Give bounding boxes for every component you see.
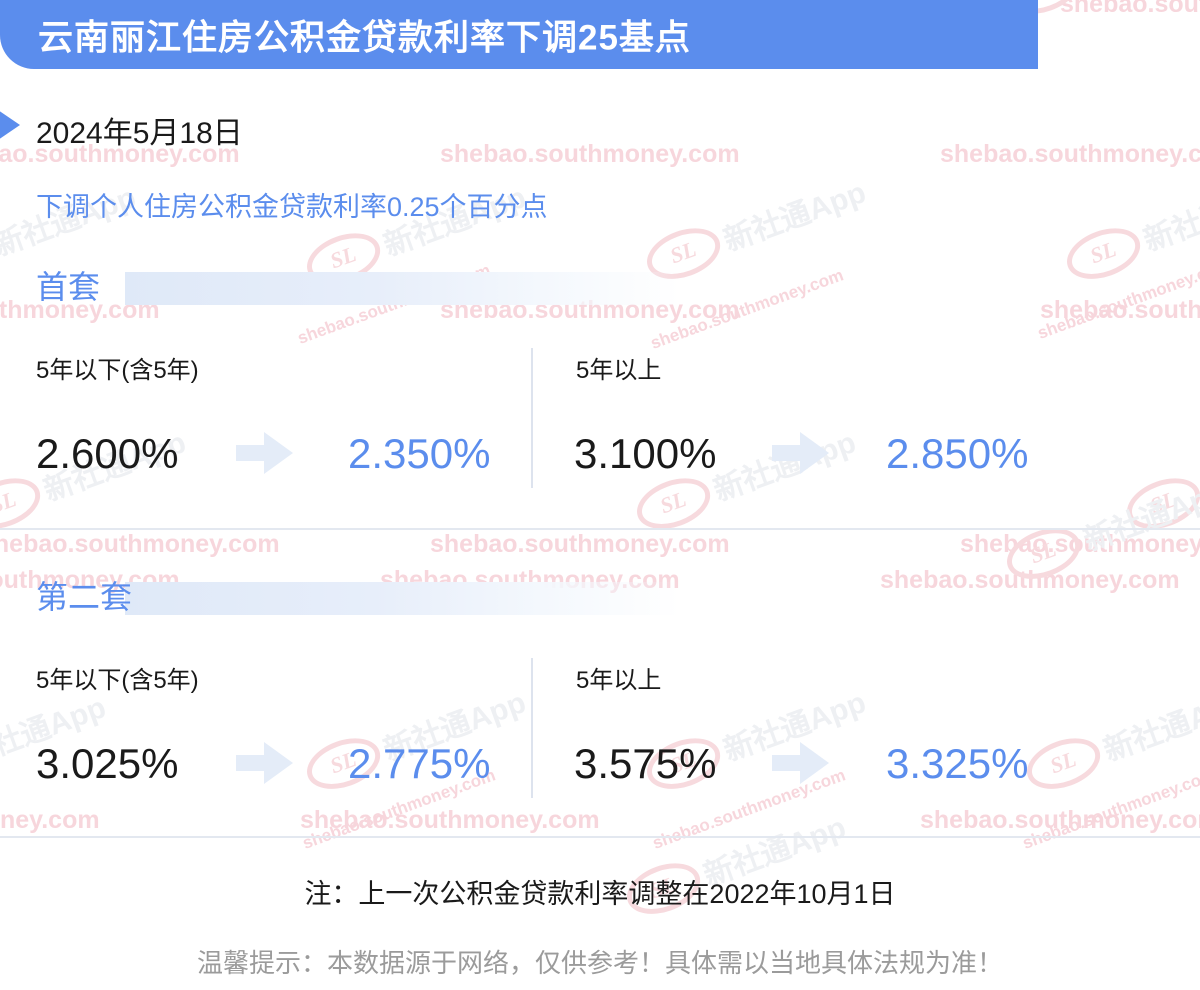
- section-divider: [0, 528, 1200, 530]
- announcement-date: 2024年5月18日: [36, 117, 243, 150]
- new-rate: 2.350%: [348, 430, 491, 477]
- old-rate: 3.025%: [36, 740, 179, 787]
- section-title: 首套: [36, 269, 101, 305]
- section-gradient-bar: [125, 272, 680, 305]
- footer-divider: [0, 836, 1200, 838]
- term-label: 5年以上: [576, 357, 662, 384]
- footer-tip: 温馨提示：本数据源于网络，仅供参考！具体需以当地具体法规为准！: [196, 948, 1003, 978]
- right-arrow-icon: [772, 432, 829, 474]
- announcement-subtitle: 下调个人住房公积金贷款利率0.25个百分点: [36, 192, 548, 222]
- term-label: 5年以下(含5年): [36, 357, 199, 384]
- footer-note: 注：上一次公积金贷款利率调整在2022年10月1日: [304, 879, 896, 909]
- new-rate: 2.775%: [348, 740, 491, 787]
- section-gradient-bar: [125, 582, 680, 615]
- right-arrow-icon: [772, 742, 829, 784]
- triangle-marker-icon: [0, 106, 20, 144]
- right-arrow-icon: [236, 742, 293, 784]
- term-label: 5年以上: [576, 667, 662, 694]
- old-rate: 3.100%: [574, 430, 717, 477]
- header-banner: 云南丽江住房公积金贷款利率下调25基点: [0, 0, 1038, 69]
- new-rate: 2.850%: [886, 430, 1029, 477]
- page-title: 云南丽江住房公积金贷款利率下调25基点: [38, 18, 691, 57]
- column-divider: [531, 348, 533, 488]
- old-rate: 3.575%: [574, 740, 717, 787]
- right-arrow-icon: [236, 432, 293, 474]
- new-rate: 3.325%: [886, 740, 1029, 787]
- term-label: 5年以下(含5年): [36, 667, 199, 694]
- section-header-second-home: 第二套: [0, 572, 1200, 622]
- column-divider: [531, 658, 533, 798]
- old-rate: 2.600%: [36, 430, 179, 477]
- section-header-first-home: 首套: [0, 262, 1200, 312]
- section-title: 第二套: [36, 579, 133, 615]
